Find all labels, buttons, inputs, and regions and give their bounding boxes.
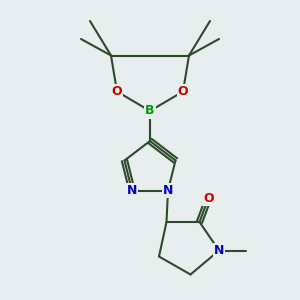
Text: O: O bbox=[112, 85, 122, 98]
Text: O: O bbox=[178, 85, 188, 98]
Text: B: B bbox=[145, 104, 155, 118]
Text: N: N bbox=[214, 244, 224, 257]
Text: O: O bbox=[203, 191, 214, 205]
Text: N: N bbox=[127, 184, 137, 197]
Text: N: N bbox=[163, 184, 173, 197]
